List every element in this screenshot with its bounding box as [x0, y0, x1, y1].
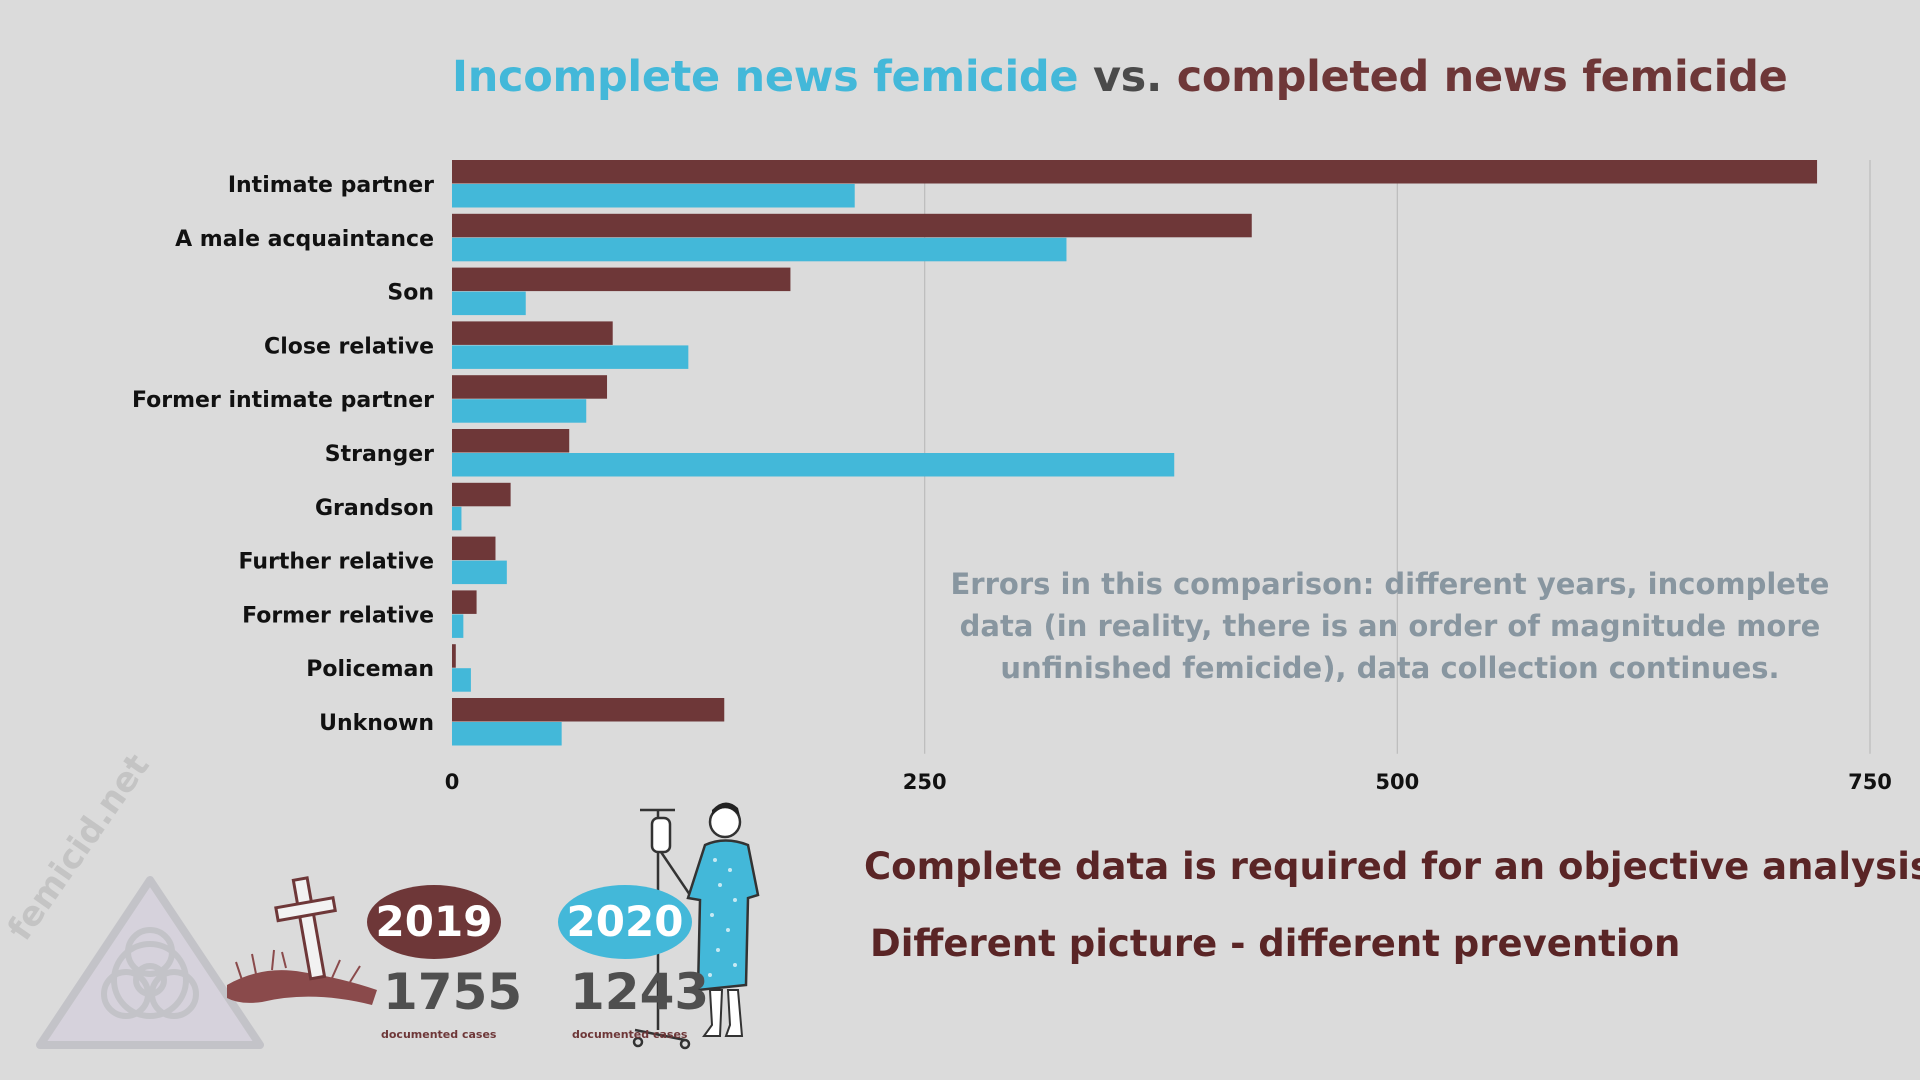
completed-bar: [452, 375, 608, 399]
incomplete-bar: [452, 560, 507, 585]
chart-title: Incomplete news femicide vs. completed n…: [452, 52, 1788, 102]
category-label: Son: [387, 281, 434, 306]
incomplete-bar: [452, 614, 464, 638]
completed-bar: [452, 536, 496, 561]
incomplete-bar: [452, 453, 1175, 477]
completed-bar: [452, 698, 725, 722]
biohazard-warning-icon: [36, 876, 264, 1049]
incomplete-bar: [452, 291, 526, 316]
x-tick-label: 500: [1375, 770, 1419, 794]
x-axis-ticks: 0 250 500 750: [445, 770, 1892, 794]
completed-bar: [452, 644, 456, 668]
completed-bar: [452, 213, 1252, 238]
incomplete-bar: [452, 345, 689, 369]
completed-bar: [452, 482, 511, 507]
category-label: Close relative: [264, 334, 434, 359]
completed-bar: [452, 429, 570, 453]
x-tick-label: 0: [445, 770, 460, 794]
category-label: A male acquaintance: [175, 227, 434, 252]
title-incomplete: Incomplete news femicide: [452, 52, 1079, 102]
caption-2020: documented cases: [572, 1028, 688, 1041]
hospital-patient-icon: [632, 802, 760, 1050]
incomplete-bar: [452, 237, 1067, 262]
message-different-prevention: Different picture - different prevention: [870, 922, 1681, 965]
title-vs: vs.: [1078, 52, 1177, 102]
category-label: Unknown: [319, 711, 434, 736]
category-label: Policeman: [306, 657, 434, 682]
category-label: Grandson: [315, 496, 434, 521]
incomplete-bar: [452, 184, 855, 208]
category-labels: Intimate partner A male acquaintance Son Cl…: [132, 173, 434, 736]
incomplete-bar: [452, 506, 462, 531]
grave-cross-icon: [227, 876, 377, 1005]
completed-bar: [452, 321, 613, 345]
message-complete-data: Complete data is required for an objecti…: [864, 845, 1920, 888]
year-badge-2020: 2020: [558, 885, 692, 959]
category-label: Further relative: [238, 550, 434, 575]
x-tick-label: 250: [903, 770, 947, 794]
completed-bar: [452, 160, 1818, 184]
bars: [452, 160, 1818, 746]
x-tick-label: 750: [1848, 770, 1892, 794]
incomplete-bar: [452, 722, 562, 746]
title-completed: completed news femicide: [1176, 52, 1788, 102]
category-label: Stranger: [325, 442, 434, 467]
incomplete-bar: [452, 399, 587, 423]
caption-2019: documented cases: [381, 1028, 497, 1041]
completed-bar: [452, 590, 477, 614]
category-label: Former relative: [242, 603, 434, 628]
comparison-note: Errors in this comparison: different yea…: [950, 567, 1830, 685]
incomplete-bar: [452, 668, 471, 692]
completed-bar: [452, 267, 791, 292]
category-label: Former intimate partner: [132, 388, 434, 413]
count-2020: 1243: [570, 963, 710, 1021]
count-2019: 1755: [383, 963, 523, 1021]
year-badge-2019: 2019: [367, 885, 501, 959]
bar-chart: Intimate partner A male acquaintance Son Cl…: [132, 160, 1892, 794]
category-label: Intimate partner: [228, 173, 434, 198]
